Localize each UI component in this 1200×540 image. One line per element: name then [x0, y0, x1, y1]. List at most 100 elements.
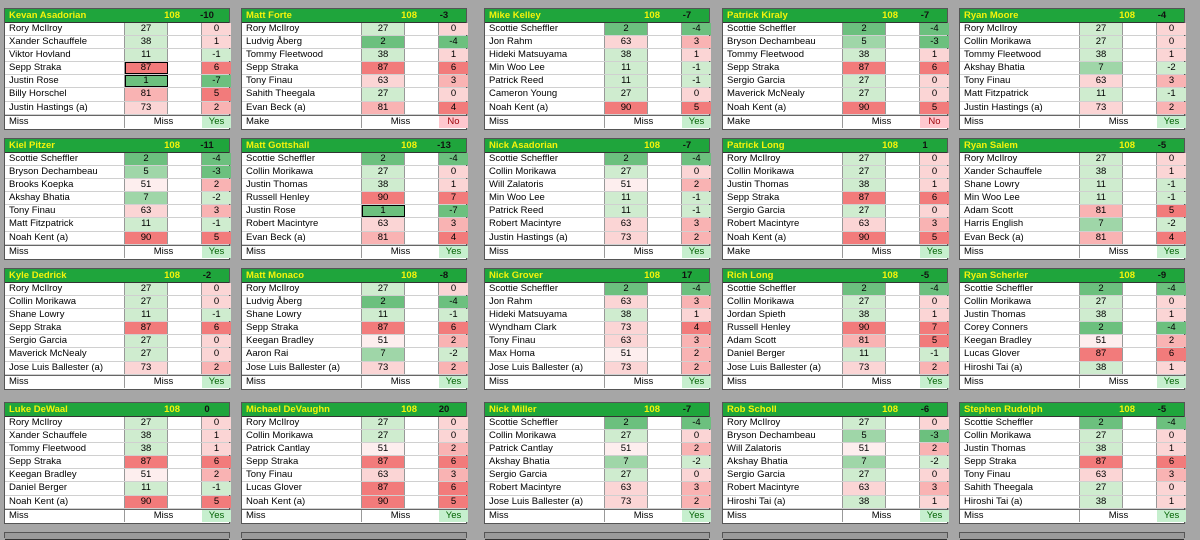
- player-points: 2: [439, 361, 468, 374]
- player-row: Sepp Straka 87 6: [5, 322, 231, 336]
- blank-cell: [168, 62, 202, 75]
- player-row: Justin Thomas 38 1: [242, 179, 468, 193]
- cut-result: Yes: [202, 509, 231, 522]
- blank-cell: [886, 88, 920, 101]
- player-points: -1: [682, 205, 711, 218]
- player-row: Russell Henley 90 7: [242, 192, 468, 206]
- player-row: Collin Morikawa 27 0: [485, 166, 711, 180]
- player-points: 2: [1157, 335, 1186, 348]
- blank-cell: [886, 153, 920, 166]
- player-points: -7: [439, 205, 468, 218]
- blank-cell: [1123, 283, 1157, 296]
- player-rank: 27: [125, 296, 168, 309]
- cut-status-2: Miss: [633, 375, 654, 387]
- player-name: Tommy Fleetwood: [723, 49, 843, 62]
- player-points: 2: [1157, 101, 1186, 114]
- cut-row: Make Miss No: [723, 114, 949, 128]
- player-rank: 27: [605, 430, 648, 443]
- blank-cell: [648, 23, 682, 36]
- player-row: Russell Henley 90 7: [723, 322, 949, 336]
- player-row: Maverick McNealy 27 0: [5, 348, 231, 362]
- player-name: Justin Hastings (a): [5, 101, 125, 114]
- player-rank: 27: [1080, 36, 1123, 49]
- cut-row: Miss Miss Yes: [485, 114, 711, 128]
- team-owner-name: Ryan Salem: [964, 140, 1018, 151]
- player-points: -2: [202, 192, 231, 205]
- player-row: Corey Conners 2 -4: [960, 322, 1186, 336]
- player-rank: 38: [843, 179, 886, 192]
- player-rank: 38: [1080, 309, 1123, 322]
- cut-row: Make Miss Yes: [723, 244, 949, 258]
- player-name: Rory McIlroy: [242, 417, 362, 430]
- blank-cell: [1123, 322, 1157, 335]
- player-row: Noah Kent (a) 90 5: [5, 231, 231, 245]
- player-row: Noah Kent (a) 90 5: [723, 101, 949, 115]
- player-row: Rory McIlroy 27 0: [723, 417, 949, 431]
- blank-cell: [405, 88, 439, 101]
- blank-cell: [886, 62, 920, 75]
- player-name: Jose Luis Ballester (a): [723, 361, 843, 374]
- player-points: 2: [682, 495, 711, 508]
- team-score: -11: [200, 140, 214, 151]
- player-rank: 2: [605, 153, 648, 166]
- player-rank: 11: [605, 75, 648, 88]
- player-name: Noah Kent (a): [242, 495, 362, 508]
- player-points: 1: [202, 36, 231, 49]
- player-points: 0: [920, 153, 949, 166]
- player-points: -1: [682, 75, 711, 88]
- blank-cell: [168, 88, 202, 101]
- blank-cell: [886, 335, 920, 348]
- player-row: Keegan Bradley 51 2: [960, 335, 1186, 349]
- player-row: Min Woo Lee 11 -1: [960, 192, 1186, 206]
- team-card-partial: [241, 532, 467, 540]
- cut-status-2: Miss: [871, 375, 892, 387]
- player-points: 3: [682, 36, 711, 49]
- player-row: Ludvig Åberg 2 -4: [242, 296, 468, 310]
- team-card: Ryan Salem 108 -5 Rory McIlroy 27 0 Xander Sch…: [959, 138, 1186, 260]
- player-row: Daniel Berger 11 -1: [5, 482, 231, 496]
- team-score: -9: [1157, 270, 1167, 281]
- blank-cell: [1123, 456, 1157, 469]
- player-points: 1: [1157, 309, 1186, 322]
- blank-cell: [886, 348, 920, 361]
- player-points: 0: [1157, 482, 1186, 495]
- player-row: Rory McIlroy 27 0: [5, 283, 231, 297]
- player-row: Sahith Theegala 27 0: [960, 482, 1186, 496]
- player-name: Robert Macintyre: [485, 218, 605, 231]
- player-rank: 38: [843, 49, 886, 62]
- blank-cell: [648, 88, 682, 101]
- blank-cell: [168, 495, 202, 508]
- player-name: Rory McIlroy: [5, 417, 125, 430]
- player-name: Evan Beck (a): [960, 231, 1080, 244]
- player-name: Sergio Garcia: [723, 205, 843, 218]
- player-row: Min Woo Lee 11 -1: [485, 192, 711, 206]
- player-rank: 38: [125, 443, 168, 456]
- card-header: Ryan Moore 108 -4: [960, 9, 1184, 23]
- blank-cell: [1123, 309, 1157, 322]
- player-rank: 11: [125, 49, 168, 62]
- player-rank: 73: [605, 231, 648, 244]
- player-points: 1: [1157, 49, 1186, 62]
- player-points: 7: [920, 322, 949, 335]
- player-points: 6: [920, 192, 949, 205]
- blank-cell: [886, 469, 920, 482]
- player-name: Jose Luis Ballester (a): [485, 495, 605, 508]
- player-points: -4: [1157, 417, 1186, 430]
- cut-status-2: Miss: [153, 245, 174, 257]
- player-row: Justin Hastings (a) 73 2: [960, 101, 1186, 115]
- player-rank: 90: [362, 495, 405, 508]
- team-par: 108: [882, 270, 898, 281]
- blank-cell: [886, 456, 920, 469]
- player-rank: 7: [1080, 62, 1123, 75]
- team-score: -8: [439, 270, 449, 281]
- player-row: Aaron Rai 7 -2: [242, 348, 468, 362]
- player-name: Patrick Reed: [485, 205, 605, 218]
- player-rank: 38: [362, 49, 405, 62]
- player-row: Collin Morikawa 27 0: [242, 430, 468, 444]
- player-rank: 87: [843, 62, 886, 75]
- player-rank: 90: [605, 101, 648, 114]
- team-score: -4: [1157, 10, 1167, 21]
- blank-cell: [648, 75, 682, 88]
- player-points: -4: [202, 153, 231, 166]
- player-row: Collin Morikawa 27 0: [960, 36, 1186, 50]
